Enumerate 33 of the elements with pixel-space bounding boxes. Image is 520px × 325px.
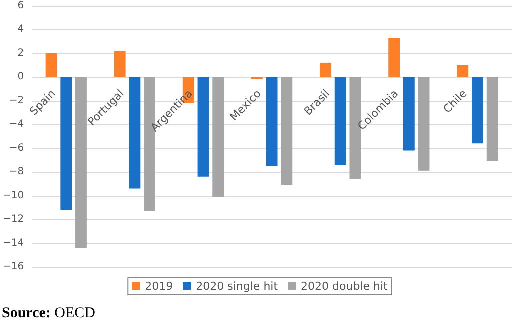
y-tick-label: −6 <box>9 142 24 154</box>
y-tick-label: −16 <box>2 262 24 272</box>
bar <box>457 65 469 78</box>
y-tick-label: −12 <box>2 214 24 226</box>
bar <box>198 77 210 177</box>
y-tick-label: −10 <box>2 190 24 202</box>
bar <box>46 53 58 78</box>
y-tick-label: 6 <box>18 0 24 12</box>
bar <box>403 77 415 151</box>
bar <box>129 77 141 189</box>
y-tick-label: −4 <box>9 119 24 130</box>
bar <box>76 77 87 248</box>
source-note: Source: OECD <box>2 306 96 322</box>
bar <box>418 77 430 171</box>
bar <box>320 62 332 78</box>
bar <box>334 77 346 165</box>
y-tick-label: 4 <box>18 24 24 36</box>
bar <box>388 38 400 78</box>
y-tick-label: −2 <box>9 95 24 106</box>
bar <box>486 77 498 162</box>
bar <box>212 77 224 198</box>
y-tick-label: 2 <box>18 48 24 59</box>
legend-label: 2020 double hit <box>301 280 389 293</box>
y-tick-label: −8 <box>9 166 24 178</box>
bar <box>472 77 484 144</box>
bar <box>114 51 126 78</box>
y-tick-label: −14 <box>2 238 24 249</box>
legend-label: 2020 single hit <box>196 280 279 293</box>
y-tick-label: 0 <box>18 72 24 83</box>
bar <box>281 77 293 186</box>
bar <box>266 77 278 166</box>
legend-label: 2019 <box>145 280 174 293</box>
bar <box>60 77 72 210</box>
